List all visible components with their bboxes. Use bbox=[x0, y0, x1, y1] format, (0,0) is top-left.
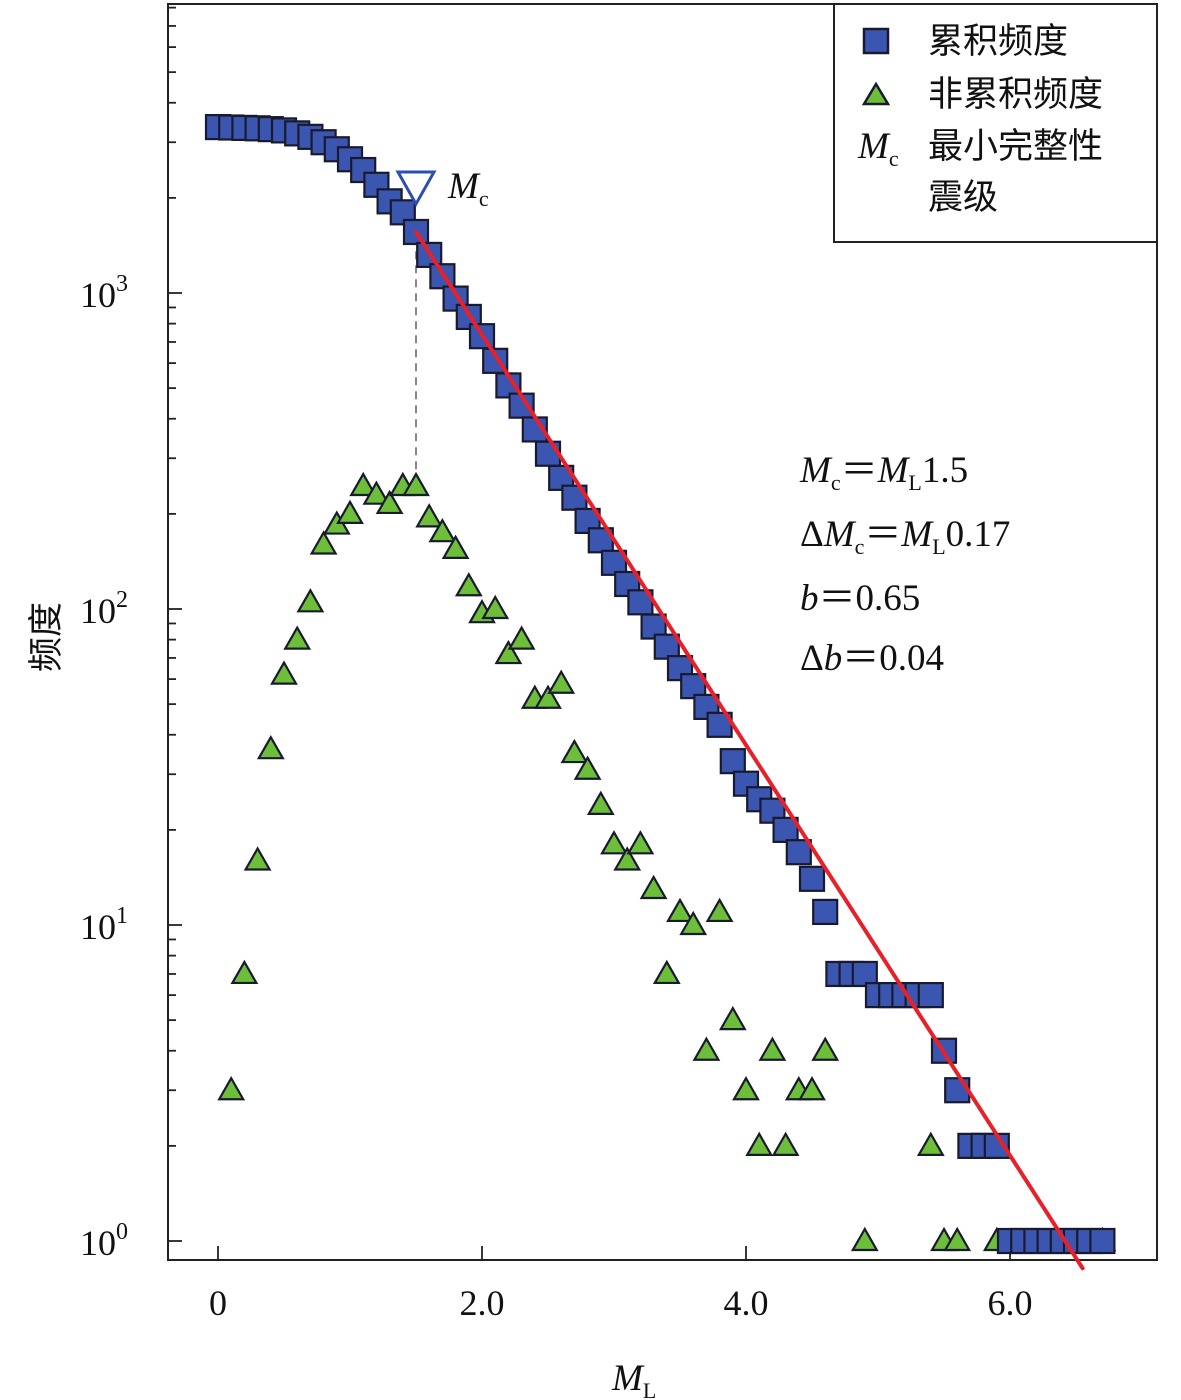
mc-marker bbox=[395, 170, 437, 208]
x-tick-label: 0 bbox=[209, 1283, 227, 1323]
square-point bbox=[785, 839, 812, 866]
y-tick-label: 103 bbox=[80, 271, 128, 315]
triangle-point bbox=[718, 1005, 747, 1031]
triangle-point bbox=[639, 874, 668, 900]
triangle-point bbox=[256, 734, 285, 760]
x-tick-label: 2.0 bbox=[460, 1283, 505, 1323]
y-axis-ticks: 100 101 102 103 bbox=[80, 6, 182, 1263]
triangle-point bbox=[745, 1131, 774, 1156]
triangle-point bbox=[732, 1076, 760, 1101]
triangle-point bbox=[336, 499, 364, 524]
x-axis-label: ML bbox=[611, 1358, 656, 1400]
triangle-point bbox=[534, 684, 562, 709]
triangle-point bbox=[613, 846, 642, 871]
mc-marker-label: Mc bbox=[447, 166, 489, 211]
square-point bbox=[917, 982, 944, 1009]
square-point bbox=[706, 711, 733, 738]
square-point bbox=[653, 633, 680, 660]
triangle-point bbox=[652, 959, 681, 985]
triangle-point bbox=[230, 959, 259, 985]
stats-annotations: Mc＝ML1.5 ΔMc＝ML0.17 b＝0.65 Δb＝0.04 bbox=[799, 450, 1010, 679]
triangle-point bbox=[283, 625, 312, 650]
triangle-point bbox=[494, 639, 523, 665]
triangle-point bbox=[217, 1076, 246, 1101]
square-point bbox=[600, 549, 628, 576]
legend-label-noncumulative: 非累积频度 bbox=[928, 75, 1103, 115]
triangle-point bbox=[402, 471, 430, 497]
y-tick-label: 102 bbox=[80, 587, 128, 631]
triangle-point bbox=[454, 572, 483, 597]
legend: 累积频度 非累积频度 Mc 最小完整性 震级 bbox=[833, 3, 1158, 243]
y-tick-label: 101 bbox=[80, 903, 128, 947]
x-axis-ticks: 0 2.0 4.0 6.0 bbox=[209, 1246, 1033, 1323]
square-point bbox=[798, 865, 826, 892]
square-point bbox=[812, 898, 839, 926]
legend-label-mc-line1: 最小完整性 bbox=[928, 127, 1103, 167]
stat-annotation: ΔMc＝ML0.17 bbox=[800, 514, 1010, 559]
triangle-point bbox=[362, 480, 391, 505]
triangle-point bbox=[850, 1226, 879, 1252]
triangle-point bbox=[296, 588, 325, 613]
y-axis-label: 频度 bbox=[27, 602, 67, 672]
x-tick-label: 6.0 bbox=[988, 1283, 1033, 1323]
square-point bbox=[1089, 1227, 1116, 1255]
triangle-point bbox=[270, 660, 298, 685]
square-point bbox=[851, 960, 878, 988]
triangle-point bbox=[560, 738, 589, 764]
y-tick-label: 100 bbox=[80, 1219, 128, 1263]
plot-frame bbox=[167, 3, 1158, 1261]
triangle-point bbox=[507, 625, 536, 650]
legend-triangle-symbol bbox=[861, 81, 891, 106]
triangle-point bbox=[811, 1036, 840, 1061]
stat-annotation: Mc＝ML1.5 bbox=[799, 450, 968, 495]
triangle-point bbox=[375, 489, 404, 515]
triangle-point bbox=[243, 846, 272, 871]
triangle-point bbox=[481, 594, 510, 620]
triangle-point bbox=[600, 830, 628, 855]
stat-annotation: Δb＝0.04 bbox=[800, 638, 944, 679]
legend-mc-symbol: Mc bbox=[857, 126, 899, 171]
triangle-point bbox=[626, 830, 655, 855]
series-cumulative bbox=[204, 113, 1116, 1255]
fit-line-layer bbox=[414, 229, 1085, 1271]
fit-line bbox=[414, 229, 1085, 1271]
triangle-point bbox=[547, 669, 576, 694]
triangle-point bbox=[441, 534, 470, 559]
triangle-point bbox=[309, 530, 338, 555]
triangle-point bbox=[586, 790, 615, 815]
triangle-point bbox=[758, 1036, 787, 1061]
square-point bbox=[944, 1077, 971, 1104]
triangle-point bbox=[798, 1076, 826, 1101]
triangle-point bbox=[573, 755, 602, 780]
triangle-point bbox=[705, 897, 734, 923]
series-noncumulative bbox=[217, 471, 1117, 1252]
square-point bbox=[719, 748, 746, 775]
triangle-point bbox=[916, 1131, 945, 1156]
stat-annotation: b＝0.65 bbox=[800, 578, 920, 619]
x-tick-label: 4.0 bbox=[724, 1283, 769, 1323]
mc-marker-layer: Mc bbox=[395, 166, 489, 211]
legend-label-mc-line2: 震级 bbox=[928, 178, 998, 218]
triangle-point bbox=[943, 1226, 972, 1252]
triangle-point bbox=[428, 517, 457, 543]
legend-label-cumulative: 累积频度 bbox=[928, 22, 1068, 62]
triangle-point bbox=[666, 897, 694, 923]
legend-square-symbol bbox=[862, 27, 890, 55]
triangle-point bbox=[349, 471, 378, 497]
triangle-point bbox=[679, 910, 708, 936]
triangle-point bbox=[415, 503, 444, 528]
triangle-point bbox=[692, 1036, 721, 1061]
triangle-point bbox=[771, 1131, 800, 1156]
